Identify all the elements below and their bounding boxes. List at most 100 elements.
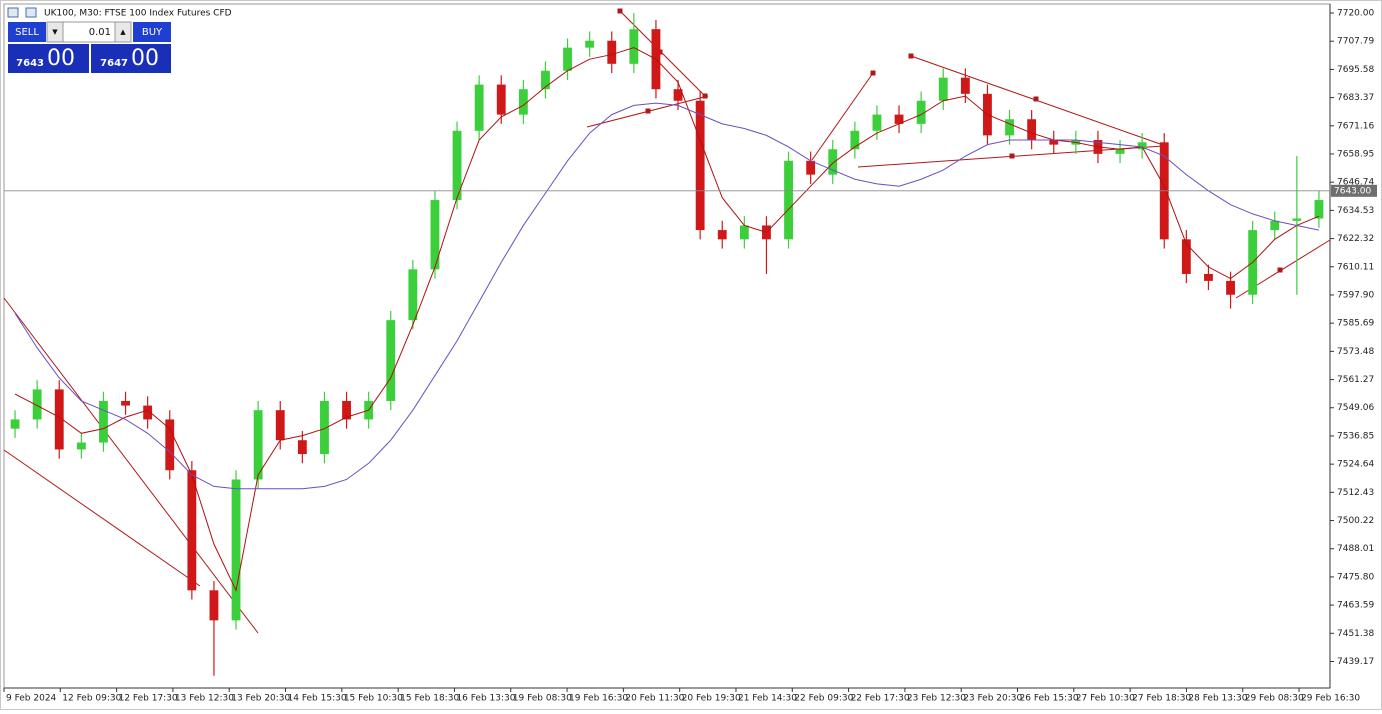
lot-up[interactable] <box>114 21 132 43</box>
lot-down-label: ▼ <box>52 28 58 36</box>
candle-body <box>474 84 484 131</box>
header: UK100, M30: FTSE 100 Index Futures CFD <box>7 7 232 19</box>
candle-body <box>1049 140 1059 145</box>
trendline <box>3 449 201 587</box>
anchor <box>617 8 623 14</box>
sell-button[interactable] <box>8 22 46 42</box>
anchor <box>702 93 708 99</box>
buy-label: BUY <box>142 27 163 38</box>
candle-body <box>386 320 396 401</box>
x-tick-label: 9 Feb 2024 <box>6 694 57 704</box>
candle-body <box>408 269 418 321</box>
candle-body <box>1115 149 1125 154</box>
trade-panel: SELL ▼ 0.01 ▲ BUY 7643 00 7647 00 <box>8 21 171 73</box>
y-tick-label: 7512.43 <box>1337 488 1374 498</box>
x-tick-label: 14 Feb 15:30 <box>288 694 347 704</box>
candle-body <box>1204 273 1213 281</box>
y-tick-label: 7475.80 <box>1337 572 1374 582</box>
candle-body <box>872 114 882 131</box>
candle-body <box>10 419 20 429</box>
candle-body <box>187 470 197 591</box>
y-tick-label: 7658.95 <box>1337 149 1374 159</box>
y-tick-label: 7646.74 <box>1337 178 1374 188</box>
candle-body <box>342 400 351 420</box>
anchor <box>645 108 651 114</box>
moving-average <box>14 102 1320 490</box>
candle-body <box>297 440 307 455</box>
trendline <box>811 72 874 161</box>
y-tick-label: 7561.27 <box>1337 375 1374 385</box>
y-tick-label: 7622.32 <box>1337 234 1374 244</box>
candle-body <box>76 442 86 450</box>
current-price-tag <box>1331 184 1377 197</box>
candle-body <box>916 100 926 124</box>
ask-box[interactable] <box>91 44 171 73</box>
candle-body <box>585 40 595 48</box>
ask-price: 7647 <box>100 58 128 69</box>
candle-body <box>695 100 705 231</box>
current-price-label: 7643.00 <box>1334 186 1371 196</box>
candle-body <box>430 200 440 270</box>
anchor <box>870 70 876 76</box>
candle-body <box>1292 218 1302 221</box>
candle-body <box>54 389 64 450</box>
x-tick-label: 13 Feb 12:30 <box>175 694 234 704</box>
sell-label: SELL <box>15 27 39 38</box>
candle-body <box>938 77 948 101</box>
candle-body <box>563 47 572 71</box>
lot-up-label: ▲ <box>120 28 126 36</box>
y-tick-label: 7634.53 <box>1337 206 1374 216</box>
candle-body <box>518 89 528 115</box>
candle-body <box>1137 142 1147 150</box>
x-tick-label: 15 Feb 10:30 <box>344 694 403 704</box>
anchor <box>1009 153 1015 159</box>
candle-body <box>784 160 793 240</box>
y-tick-label: 7451.38 <box>1337 629 1374 639</box>
bid-box[interactable] <box>8 44 89 73</box>
candle-body <box>320 400 329 455</box>
lot-value: 0.01 <box>89 27 111 38</box>
candle-body <box>1005 119 1014 136</box>
candle-body <box>828 149 838 175</box>
candle-body <box>1270 220 1280 231</box>
candle-body <box>143 405 153 420</box>
candle-body <box>1226 280 1235 295</box>
buy-button[interactable] <box>133 22 171 42</box>
icon <box>7 7 19 18</box>
y-tick-label: 7610.11 <box>1337 262 1374 272</box>
candle-body <box>452 130 462 201</box>
candle-body <box>32 389 42 420</box>
x-tick-label: 29 Feb 16:30 <box>1301 694 1360 704</box>
y-tick-label: 7671.16 <box>1337 121 1374 131</box>
x-tick-label: 29 Feb 08:30 <box>1245 694 1304 704</box>
anchor <box>908 53 914 59</box>
candle-body <box>165 419 175 471</box>
bid-pips: 00 <box>47 46 75 71</box>
candle-body <box>673 89 683 101</box>
candle-body <box>1314 200 1324 219</box>
y-tick-label: 7439.17 <box>1337 657 1374 667</box>
icon <box>25 7 37 18</box>
x-tick-label: 28 Feb 13:30 <box>1188 694 1247 704</box>
candle-body <box>231 479 241 621</box>
x-tick-label: 19 Feb 16:30 <box>569 694 628 704</box>
x-tick-label: 13 Feb 20:30 <box>231 694 290 704</box>
x-tick-label: 23 Feb 12:30 <box>907 694 966 704</box>
candle-body <box>960 77 970 94</box>
candle-body <box>209 590 219 621</box>
candle-body <box>894 114 904 124</box>
candle-body <box>541 70 550 90</box>
y-tick-label: 7720.00 <box>1337 9 1374 19</box>
candle-body <box>496 84 506 115</box>
bid-price: 7643 <box>16 58 44 69</box>
y-tick-label: 7573.48 <box>1337 347 1374 357</box>
trendline <box>3 297 259 634</box>
x-tick-label: 22 Feb 09:30 <box>794 694 853 704</box>
x-tick-label: 27 Feb 10:30 <box>1076 694 1135 704</box>
x-tick-label: 12 Feb 17:30 <box>119 694 178 704</box>
candle-body <box>121 400 130 406</box>
x-tick-label: 23 Feb 20:30 <box>963 694 1022 704</box>
y-tick-label: 7549.06 <box>1337 403 1374 413</box>
